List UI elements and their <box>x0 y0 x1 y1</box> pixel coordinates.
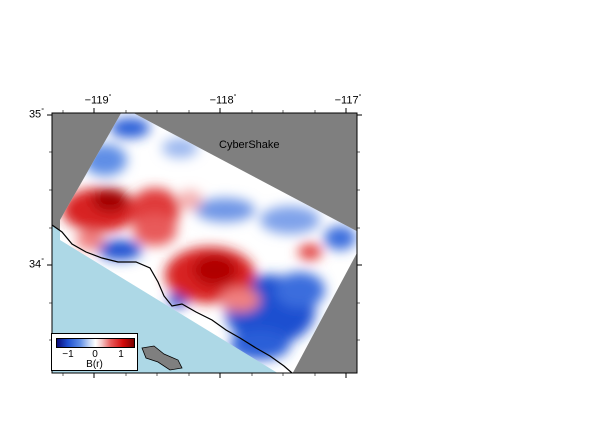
colorbar-tick: 0 <box>92 349 98 360</box>
lon-label-117: −117° <box>334 94 362 107</box>
colorbar-title: B(r) <box>86 359 103 370</box>
map-title: CyberShake <box>219 139 280 151</box>
axis-ticks <box>47 108 362 378</box>
island <box>141 345 183 371</box>
map-frame <box>51 112 358 374</box>
colorbar-legend: −1 0 1 B(r) <box>51 333 138 371</box>
coastline <box>52 224 293 373</box>
lat-label-35: 35° <box>28 108 44 121</box>
lon-label-118: −118° <box>209 94 237 107</box>
lon-label-119: −119° <box>84 94 112 107</box>
colorbar <box>56 338 135 348</box>
colorbar-tick: −1 <box>62 349 74 360</box>
colorbar-tick: 1 <box>118 349 124 360</box>
lat-label-34: 34° <box>28 258 44 271</box>
